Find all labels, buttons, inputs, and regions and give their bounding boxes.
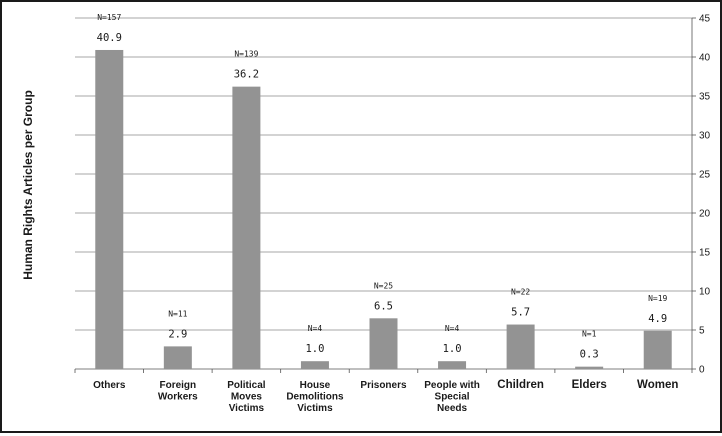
n-label: N=19 — [648, 294, 667, 303]
value-label: 6.5 — [374, 300, 393, 312]
gridlines — [74, 17, 693, 373]
n-label: N=11 — [168, 309, 187, 318]
category-label: Demolitions — [286, 392, 344, 403]
value-label: 4.9 — [648, 313, 667, 325]
category-label: Workers — [158, 392, 198, 403]
data-labels: 40.9 N=157 2.9 N=11 36.2 N=139 1.0 N=4 6.5 N=25 1.… — [97, 13, 668, 361]
bar — [506, 324, 535, 369]
y-tick-label: 30 — [699, 131, 711, 142]
bars — [95, 49, 672, 369]
bar — [575, 366, 604, 369]
category-label: Elders — [572, 379, 607, 391]
category-labels: Others ForeignWorkersPoliticalMovesVictim… — [93, 379, 678, 414]
n-label: N=25 — [374, 281, 393, 290]
n-label: N=1 — [582, 330, 597, 339]
category-label: Children — [497, 379, 544, 391]
category-label: Foreign — [159, 380, 196, 391]
value-label: 2.9 — [168, 328, 187, 340]
value-label: 5.7 — [511, 307, 530, 319]
value-label: 36.2 — [234, 69, 259, 81]
y-tick-label: 5 — [699, 326, 705, 337]
bar — [438, 361, 467, 369]
value-label: 1.0 — [443, 343, 462, 355]
category-label: Political — [227, 380, 266, 391]
bar — [95, 49, 124, 369]
value-label: 0.3 — [580, 349, 599, 361]
n-label: N=4 — [445, 324, 460, 333]
y-tick-label: 20 — [699, 209, 711, 220]
category-label: Women — [637, 379, 678, 391]
category-label: House — [300, 380, 331, 391]
y-tick-label: 40 — [699, 53, 711, 64]
category-label: Others — [93, 380, 126, 391]
category-label: Prisoners — [360, 380, 407, 391]
category-label: Moves — [231, 392, 263, 403]
bar — [643, 330, 672, 369]
category-label: People with — [424, 380, 480, 391]
category-label: Victims — [297, 403, 333, 414]
y-tick-label: 10 — [699, 287, 711, 298]
bar — [232, 86, 261, 369]
n-label: N=139 — [234, 50, 258, 59]
y-tick-label: 35 — [699, 92, 711, 103]
category-label: Special — [435, 392, 470, 403]
bar — [369, 318, 398, 369]
bar-chart: 0 5 10 15 20 25 30 35 40 45 40.9 N=157 2.9 N=11 36.2 N… — [21, 13, 711, 414]
y-tick-label: 25 — [699, 170, 711, 181]
value-label: 1.0 — [305, 343, 324, 355]
value-label: 40.9 — [97, 32, 122, 44]
y-axis: 0 5 10 15 20 25 30 35 40 45 — [691, 14, 711, 376]
n-label: N=22 — [511, 288, 530, 297]
bar — [300, 361, 329, 369]
y-tick-label: 15 — [699, 248, 711, 259]
category-label: Needs — [437, 403, 467, 414]
category-label: Victims — [229, 403, 265, 414]
bar — [163, 346, 192, 369]
y-axis-title: Human Rights Articles per Group — [21, 90, 35, 280]
y-tick-label: 0 — [699, 365, 705, 376]
n-label: N=157 — [97, 13, 121, 22]
n-label: N=4 — [308, 324, 323, 333]
y-tick-label: 45 — [699, 14, 711, 25]
